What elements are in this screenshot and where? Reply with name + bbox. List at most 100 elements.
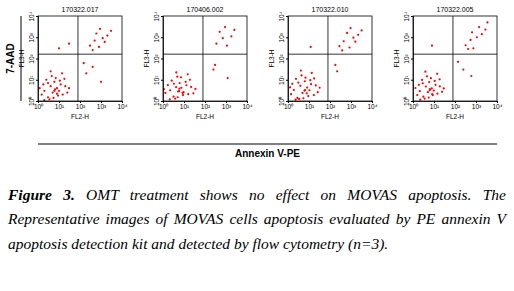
tick: 10³ [153, 32, 163, 42]
tick-mark [36, 101, 38, 102]
event-dot [341, 49, 343, 51]
tick: 10³ [347, 101, 357, 110]
event-dot [457, 61, 459, 63]
event-dot [303, 89, 305, 91]
event-dot [169, 98, 171, 100]
event-dot [348, 46, 350, 48]
event-dot [425, 85, 427, 87]
figure-y-title: 7-AAD [5, 43, 16, 74]
event-dot [306, 92, 308, 94]
tick-label: 10¹ [180, 103, 190, 110]
tick: 10¹ [55, 101, 65, 110]
event-dot [53, 90, 55, 92]
event-dot [354, 41, 356, 43]
event-dot [52, 97, 54, 99]
tick: 10⁰ [409, 101, 419, 110]
event-dot [185, 84, 187, 86]
tick-label: 10⁰ [278, 96, 285, 106]
event-dot [478, 26, 480, 28]
tick-label: 10¹ [430, 103, 440, 110]
tick-label: 10⁰ [403, 96, 410, 106]
tick: 10¹ [305, 101, 315, 110]
event-dot [177, 96, 179, 98]
event-dot [60, 83, 62, 85]
tick-label: 10¹ [278, 75, 285, 85]
event-dot [431, 45, 433, 47]
event-dot [42, 83, 44, 85]
axis-line [36, 17, 39, 102]
event-dot [414, 87, 416, 89]
tick: 10² [153, 53, 163, 63]
event-dot [430, 77, 432, 79]
tick-mark [36, 59, 38, 60]
y-axis: 10⁰10¹10²10³10⁴ [153, 11, 164, 106]
tick: 10² [403, 53, 413, 63]
tick: 10¹ [180, 101, 190, 110]
event-dot [68, 43, 70, 45]
tick-mark [161, 37, 163, 38]
tick-mark [286, 16, 288, 17]
tick-label: 10² [153, 53, 160, 63]
event-dot [43, 90, 45, 92]
tick-label: 10⁴ [403, 11, 410, 21]
event-dot [92, 49, 94, 51]
event-dot [215, 43, 217, 45]
y-axis: 10⁰10¹10²10³10⁴ [28, 11, 39, 106]
event-dot [302, 97, 304, 99]
tick-label: 10⁴ [117, 103, 127, 110]
tick-mark [411, 101, 413, 102]
event-dot [226, 45, 228, 47]
quadrant-line [202, 16, 203, 101]
tick-label: 10⁴ [153, 11, 160, 21]
y-axis-label: FL3-H [143, 49, 150, 67]
tick: 10³ [403, 32, 413, 42]
plot-area [288, 16, 372, 101]
event-dot [304, 77, 306, 79]
plot-area [38, 16, 122, 101]
event-dot [343, 40, 345, 42]
event-dot [297, 81, 299, 83]
tick-label: 10³ [472, 103, 482, 110]
event-dot [59, 80, 61, 82]
x-axis: 10⁰10¹10²10³10⁴ [34, 101, 128, 110]
tick: 10⁴ [403, 11, 413, 21]
event-dot [175, 71, 177, 73]
tick-label: 10⁴ [28, 11, 35, 21]
tick-label: 10² [278, 53, 285, 63]
quadrant-line [288, 54, 372, 55]
tick: 10⁴ [117, 101, 127, 110]
tick: 10² [76, 101, 86, 110]
tick-label: 10⁰ [284, 103, 294, 110]
event-dot [187, 73, 189, 75]
event-dot [422, 82, 424, 84]
tick: 10⁰ [403, 96, 413, 106]
event-dot [214, 64, 216, 66]
tick-label: 10² [28, 53, 35, 63]
panel: 10⁰10¹10²10³10⁴10⁰10¹10²10³10⁴170322.005… [393, 6, 503, 120]
figure-x-title: Annexin V-PE [235, 148, 300, 159]
event-dot [66, 91, 68, 93]
tick-label: 10¹ [55, 103, 65, 110]
event-dot [176, 76, 178, 78]
event-dot [56, 87, 58, 89]
event-dot [319, 87, 321, 89]
tick-mark [36, 80, 38, 81]
event-dot [224, 26, 226, 28]
event-dot [68, 87, 70, 89]
event-dot [424, 71, 426, 73]
y-axis-label: FL3-H [393, 49, 400, 67]
event-dot [106, 34, 108, 36]
event-dot [462, 69, 464, 71]
event-dot [419, 99, 421, 101]
event-dot [110, 30, 112, 32]
bracket-line [38, 144, 497, 145]
event-dot [173, 96, 175, 98]
tick-label: 10⁰ [409, 103, 419, 110]
event-dot [313, 77, 315, 79]
event-dot [52, 91, 54, 93]
caption: Figure 3. OMT treatment shows no effect … [8, 183, 506, 256]
tick-mark [36, 16, 38, 17]
caption-text: OMT treatment shows no effect on MOVAS a… [8, 186, 506, 252]
event-dot [189, 79, 191, 81]
tick-mark [36, 37, 38, 38]
